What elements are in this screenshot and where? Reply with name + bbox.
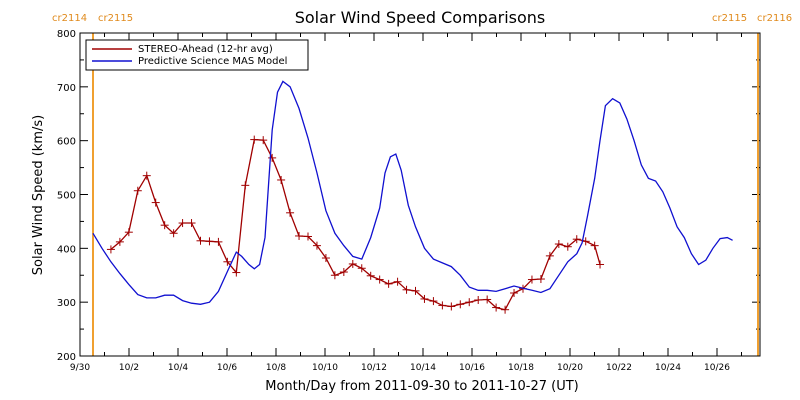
y-tick-label: 200 (57, 352, 76, 363)
data-point-marker (277, 175, 286, 184)
x-tick-label: 10/20 (557, 363, 583, 373)
data-point-marker (456, 300, 465, 309)
data-point-marker (250, 135, 259, 144)
data-point-marker (160, 221, 169, 230)
data-point-marker (304, 232, 312, 241)
data-point-marker (366, 271, 375, 280)
y-tick-label: 400 (57, 244, 76, 255)
data-point-marker (492, 303, 501, 312)
x-tick-label: 10/18 (508, 363, 534, 373)
data-point-marker (483, 295, 492, 304)
carrington-label: cr2115 (712, 13, 747, 24)
data-point-marker (411, 286, 420, 295)
data-point-marker (510, 289, 519, 298)
data-point-marker (465, 298, 474, 307)
y-axis-label: Solar Wind Speed (km/s) (31, 115, 46, 275)
data-point-marker (501, 305, 510, 314)
data-point-marker (295, 231, 304, 240)
y-tick-label: 600 (57, 137, 76, 148)
x-tick-label: 10/2 (119, 363, 139, 373)
data-point-marker (447, 302, 456, 311)
x-tick-label: 10/4 (168, 363, 188, 373)
x-tick-label: 10/6 (217, 363, 237, 373)
axis-ticks: 200 300 400 500 600 700 800 9/30 10/2 10/4 10/6 10/… (57, 29, 760, 373)
data-point-marker (429, 297, 438, 306)
y-tick-label: 300 (57, 298, 76, 309)
x-tick-label: 10/24 (655, 363, 681, 373)
data-point-marker (596, 260, 605, 269)
data-point-marker (330, 271, 339, 280)
data-point-marker (402, 285, 411, 294)
data-point-marker (178, 219, 187, 228)
x-tick-label: 10/22 (606, 363, 632, 373)
data-point-marker (286, 208, 295, 217)
data-point-marker (527, 275, 536, 284)
data-point-marker (259, 136, 268, 145)
chart-title: Solar Wind Speed Comparisons (295, 8, 546, 27)
data-point-marker (384, 279, 393, 288)
data-point-marker (590, 241, 599, 250)
data-point-marker (151, 198, 160, 207)
data-point-marker (115, 237, 124, 246)
data-point-marker (312, 241, 321, 250)
legend-box (85, 39, 309, 71)
series-line-0 (110, 138, 601, 311)
data-point-marker (223, 257, 232, 266)
carrington-labels-right: cr2115 cr2116 (712, 13, 792, 24)
data-point-marker (348, 259, 357, 268)
legend: STEREO-Ahead (12-hr avg) Predictive Scie… (85, 39, 309, 71)
y-tick-label: 500 (57, 191, 76, 202)
data-point-marker (393, 277, 402, 286)
data-point-marker (169, 229, 178, 238)
data-point-marker (142, 171, 151, 180)
data-point-marker (375, 275, 384, 284)
data-point-marker (232, 268, 241, 277)
data-point-marker (187, 219, 196, 228)
data-point-marker (124, 228, 133, 237)
x-tick-label: 10/10 (312, 363, 338, 373)
legend-label-mas: Predictive Science MAS Model (138, 56, 287, 67)
data-point-marker (133, 186, 142, 195)
x-axis-label: Month/Day from 2011-09-30 to 2011-10-27 … (265, 379, 578, 394)
data-point-marker (536, 275, 545, 284)
data-point-marker (420, 294, 429, 303)
data-point-marker (554, 240, 563, 249)
data-point-marker (474, 296, 483, 305)
series-line-1 (92, 80, 733, 305)
data-point-marker (572, 235, 581, 244)
legend-label-stereo: STEREO-Ahead (12-hr avg) (138, 44, 273, 55)
y-tick-label: 800 (57, 29, 76, 40)
data-point-marker (268, 153, 277, 162)
x-tick-label: 10/14 (410, 363, 436, 373)
data-point-marker (438, 301, 447, 310)
x-tick-label: 10/26 (704, 363, 730, 373)
data-point-marker (106, 245, 115, 254)
data-point-marker (563, 242, 572, 251)
data-point-marker (196, 236, 205, 245)
carrington-label: cr2115 (98, 13, 133, 24)
data-point-marker (241, 181, 250, 190)
series-lines (92, 80, 733, 314)
carrington-label: cr2114 (52, 13, 87, 24)
carrington-labels-left: cr2114 cr2115 (52, 13, 133, 24)
data-point-marker (357, 264, 366, 273)
y-tick-label: 700 (57, 83, 76, 94)
data-point-marker (339, 268, 348, 277)
x-tick-label: 10/12 (361, 363, 387, 373)
x-tick-label: 9/30 (70, 363, 90, 373)
carrington-label: cr2116 (757, 13, 792, 24)
x-tick-label: 10/16 (459, 363, 485, 373)
x-tick-label: 10/8 (266, 363, 286, 373)
data-point-marker (205, 237, 214, 246)
data-point-marker (321, 254, 330, 263)
data-point-marker (214, 237, 223, 246)
plot-frame (79, 32, 761, 357)
data-point-marker (545, 251, 554, 260)
